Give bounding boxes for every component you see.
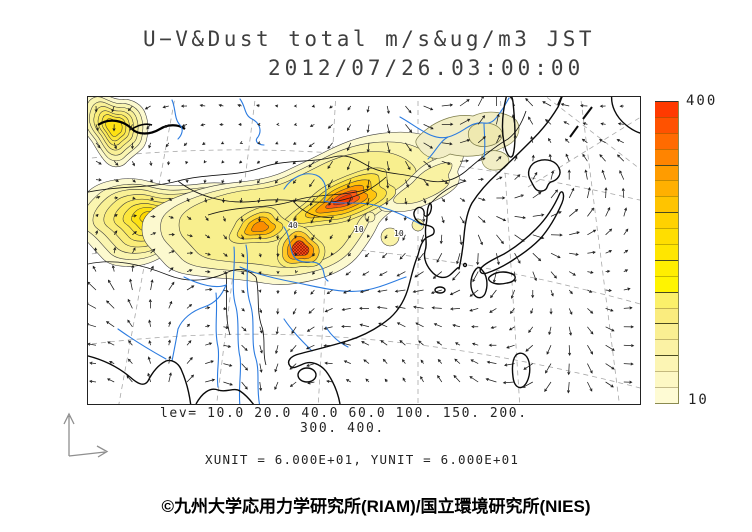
dust-contours [88, 97, 464, 285]
chart-timestamp: 2012/07/26.03:00:00 [268, 56, 585, 80]
colorbar-cell [655, 291, 678, 308]
axis-arrows [63, 412, 109, 458]
island-taiwan [511, 352, 531, 389]
copyright-notice: ©九州大学応用力学研究所(RIAM)/国立環境研究所(NIES) [161, 497, 591, 516]
colorbar-min-label: 10 [688, 392, 709, 408]
y-axis-arrow [63, 412, 75, 456]
colorbar-cell [655, 164, 678, 181]
colorbar-cell [655, 339, 678, 356]
x-axis-arrow [68, 445, 109, 458]
colorbar-cell [655, 132, 678, 149]
colorbar-cell [655, 307, 678, 324]
coast-mainland [287, 97, 563, 404]
colorbar-cell [655, 148, 678, 165]
colorbar-cell [655, 371, 678, 388]
colorbar-cell [655, 387, 678, 403]
graticule [88, 97, 640, 404]
island-jeju [434, 286, 446, 294]
coast-okhotsk [610, 97, 640, 134]
coast-indochina [195, 388, 255, 404]
colorbar-cell [655, 116, 678, 133]
contour-label-10b: 10 [394, 229, 404, 238]
colorbar-max-label: 400 [686, 93, 718, 109]
island-tsushima [462, 262, 468, 268]
rivers [117, 97, 510, 404]
coast-india [88, 355, 192, 404]
colorbar [655, 101, 679, 404]
coastlines [88, 97, 640, 404]
island-kyushu [470, 266, 488, 299]
wind-vectors [88, 97, 635, 394]
colorbar-cell [655, 228, 678, 245]
colorbar-cell [655, 212, 678, 229]
colorbar-cell [655, 180, 678, 197]
colorbar-cell [655, 101, 678, 117]
manchuria-dust-patch [415, 111, 520, 171]
colorbar-cell [655, 323, 678, 340]
contour-label-10a: 10 [354, 225, 364, 234]
map-panel: 40 10 10 [87, 96, 641, 405]
contour-levels-line1: lev= 10.0 20.0 40.0 60.0 100. 150. 200. [160, 406, 528, 421]
island-sakhalin [501, 97, 516, 158]
colorbar-cell [655, 355, 678, 372]
chart-title: U−V&Dust total m/s&ug/m3 JST [143, 27, 596, 51]
colorbar-cell [655, 244, 678, 260]
contour-levels-line2: 300. 400. [300, 421, 385, 436]
dust-contour-details [364, 211, 425, 247]
contour-value-labels: 40 10 10 [287, 220, 405, 239]
colorbar-cell [655, 196, 678, 213]
island-shikoku [487, 271, 516, 285]
colorbar-cell [655, 275, 678, 292]
vector-units: XUNIT = 6.000E+01, YUNIT = 6.000E+01 [205, 452, 520, 467]
island-honshu [479, 191, 565, 275]
island-hokkaido [527, 159, 561, 192]
contour-label-40: 40 [288, 221, 298, 230]
colorbar-cell [655, 259, 678, 276]
kuril-islands [557, 97, 593, 138]
map-svg: 40 10 10 [88, 97, 640, 404]
island-hainan [297, 367, 317, 383]
